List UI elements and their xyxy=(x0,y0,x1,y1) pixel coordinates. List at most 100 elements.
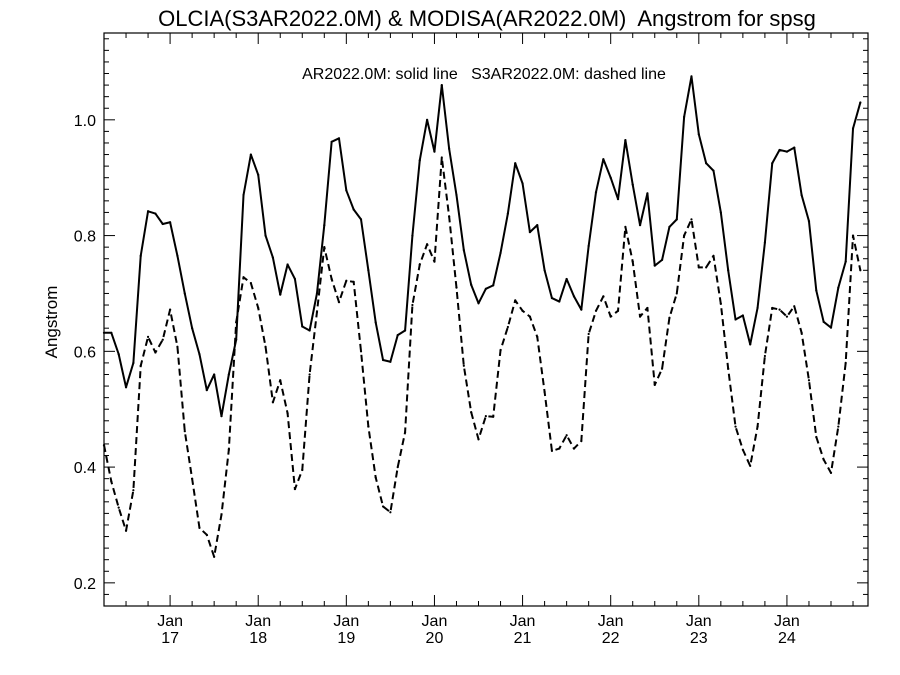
data-point-ar2022-0m xyxy=(205,389,208,392)
data-point-ar2022-0m xyxy=(249,153,252,156)
data-point-s3ar2022-0m xyxy=(117,506,120,509)
data-point-ar2022-0m xyxy=(683,115,686,119)
data-point-s3ar2022-0m xyxy=(359,350,363,353)
data-point-ar2022-0m xyxy=(631,183,634,186)
data-point-s3ar2022-0m xyxy=(638,315,642,318)
data-point-ar2022-0m xyxy=(117,353,120,356)
data-point-ar2022-0m xyxy=(367,269,370,272)
chart-title: OLCIA(S3AR2022.0M) & MODISA(AR2022.0M) A… xyxy=(158,6,816,31)
data-point-ar2022-0m xyxy=(198,353,201,356)
data-point-s3ar2022-0m xyxy=(345,279,348,282)
data-point-ar2022-0m xyxy=(506,212,509,215)
data-point-s3ar2022-0m xyxy=(396,465,399,469)
y-tick-label: 0.4 xyxy=(74,460,96,477)
data-point-s3ar2022-0m xyxy=(705,266,708,269)
data-point-ar2022-0m xyxy=(594,191,598,194)
data-point-s3ar2022-0m xyxy=(785,315,789,318)
data-point-s3ar2022-0m xyxy=(653,383,656,386)
data-point-ar2022-0m xyxy=(734,318,737,321)
data-point-s3ar2022-0m xyxy=(631,260,634,263)
data-point-ar2022-0m xyxy=(323,224,326,227)
data-point-s3ar2022-0m xyxy=(213,555,216,558)
data-point-s3ar2022-0m xyxy=(558,447,561,450)
data-point-ar2022-0m xyxy=(110,331,113,334)
data-point-s3ar2022-0m xyxy=(550,449,554,452)
data-point-s3ar2022-0m xyxy=(477,438,480,441)
x-tick-month-label: Jan xyxy=(686,613,712,630)
data-point-s3ar2022-0m xyxy=(308,373,311,376)
data-point-s3ar2022-0m xyxy=(433,260,436,263)
x-tick-month-label: Jan xyxy=(774,613,800,630)
data-point-ar2022-0m xyxy=(433,150,436,153)
data-point-s3ar2022-0m xyxy=(176,345,179,348)
data-point-s3ar2022-0m xyxy=(807,379,811,382)
data-point-s3ar2022-0m xyxy=(271,401,274,404)
data-point-ar2022-0m xyxy=(800,193,803,197)
series-line-ar2022-0m xyxy=(104,75,862,418)
data-point-ar2022-0m xyxy=(763,241,767,244)
data-point-ar2022-0m xyxy=(132,361,135,365)
data-point-ar2022-0m xyxy=(345,189,348,192)
data-point-ar2022-0m xyxy=(668,225,671,228)
data-point-s3ar2022-0m xyxy=(330,277,333,281)
data-point-ar2022-0m xyxy=(492,284,495,287)
series-line-s3ar2022-0m xyxy=(103,156,862,558)
y-tick-label: 0.6 xyxy=(74,344,96,361)
data-point-ar2022-0m xyxy=(220,415,223,418)
data-point-ar2022-0m xyxy=(638,224,642,227)
data-point-s3ar2022-0m xyxy=(389,511,392,514)
data-point-s3ar2022-0m xyxy=(323,246,326,249)
data-point-s3ar2022-0m xyxy=(462,364,465,367)
data-point-ar2022-0m xyxy=(837,286,840,289)
data-point-s3ar2022-0m xyxy=(683,234,686,237)
x-tick-month-label: Jan xyxy=(245,613,271,630)
y-tick-label: 0.2 xyxy=(74,576,96,593)
data-point-s3ar2022-0m xyxy=(734,425,737,428)
data-point-ar2022-0m xyxy=(146,210,150,213)
data-point-ar2022-0m xyxy=(565,277,568,281)
data-point-s3ar2022-0m xyxy=(205,533,208,536)
data-point-s3ar2022-0m xyxy=(161,338,164,341)
data-point-ar2022-0m xyxy=(271,256,274,259)
data-point-s3ar2022-0m xyxy=(594,309,598,312)
y-tick-label: 1.0 xyxy=(74,113,96,130)
data-point-ar2022-0m xyxy=(646,192,649,195)
data-point-s3ar2022-0m xyxy=(646,306,649,310)
data-point-s3ar2022-0m xyxy=(301,468,304,472)
chart-legend: AR2022.0M: solid line S3AR2022.0M: dashe… xyxy=(302,66,666,83)
data-point-ar2022-0m xyxy=(426,118,429,121)
data-point-s3ar2022-0m xyxy=(440,156,443,159)
data-point-ar2022-0m xyxy=(697,133,700,136)
data-point-s3ar2022-0m xyxy=(536,335,539,338)
data-point-s3ar2022-0m xyxy=(528,315,532,318)
y-tick-label: 0.8 xyxy=(74,229,96,246)
data-point-ar2022-0m xyxy=(286,263,289,266)
data-point-ar2022-0m xyxy=(374,321,377,324)
data-point-ar2022-0m xyxy=(580,308,583,311)
data-point-s3ar2022-0m xyxy=(609,315,612,318)
data-point-s3ar2022-0m xyxy=(132,489,135,492)
data-point-s3ar2022-0m xyxy=(279,379,282,382)
data-point-s3ar2022-0m xyxy=(257,306,260,310)
data-point-ar2022-0m xyxy=(807,220,811,223)
data-point-s3ar2022-0m xyxy=(352,280,355,283)
data-point-s3ar2022-0m xyxy=(470,411,473,414)
data-point-s3ar2022-0m xyxy=(293,487,297,491)
data-point-ar2022-0m xyxy=(543,269,546,272)
data-point-s3ar2022-0m xyxy=(565,434,568,437)
data-point-s3ar2022-0m xyxy=(741,448,744,451)
data-point-s3ar2022-0m xyxy=(587,332,590,336)
data-point-ar2022-0m xyxy=(705,162,708,165)
data-point-ar2022-0m xyxy=(191,327,194,330)
data-point-ar2022-0m xyxy=(616,198,620,201)
data-point-ar2022-0m xyxy=(411,234,414,237)
data-point-ar2022-0m xyxy=(536,224,539,227)
data-point-s3ar2022-0m xyxy=(110,480,113,483)
data-point-s3ar2022-0m xyxy=(227,448,230,451)
data-point-ar2022-0m xyxy=(389,360,392,363)
data-point-ar2022-0m xyxy=(396,334,399,337)
data-point-ar2022-0m xyxy=(558,300,561,303)
data-point-ar2022-0m xyxy=(815,289,818,292)
data-point-s3ar2022-0m xyxy=(315,310,319,314)
